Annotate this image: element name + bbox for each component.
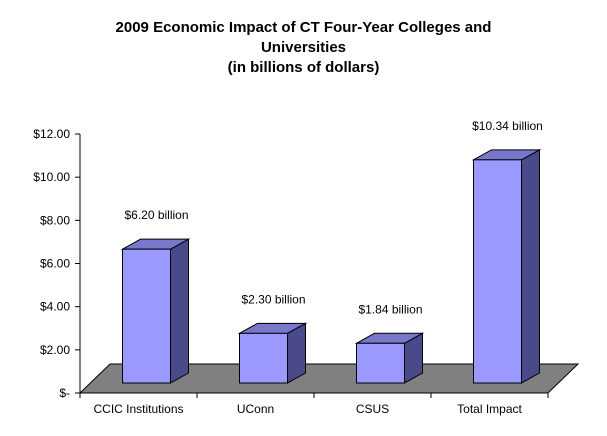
y-tick-label: $8.00: [40, 213, 70, 227]
x-tick-label: CSUS: [356, 402, 389, 416]
data-label: $10.34 billion: [472, 119, 543, 133]
chart-labels-group: $6.20 billion CCIC Institutions $2.30 bill…: [93, 119, 542, 416]
x-tick-label: Total Impact: [457, 402, 522, 416]
data-label: $1.84 billion: [358, 302, 422, 316]
bar-side: [170, 238, 189, 384]
chart-title: 2009 Economic Impact of CT Four-Year Col…: [0, 18, 607, 78]
bar-3d: [354, 332, 425, 384]
y-tick-label: $12.00: [33, 127, 70, 141]
chart-title-line-2: Universities: [260, 39, 347, 56]
y-tick-label: $-: [59, 386, 70, 400]
data-label: $2.30 billion: [241, 292, 305, 306]
chart-title-line-3: (in billions of dollars): [227, 59, 380, 76]
bar: [122, 248, 171, 384]
bar: [473, 159, 522, 384]
data-label: $6.20 billion: [124, 208, 188, 222]
chart-title-line-1: 2009 Economic Impact of CT Four-Year Col…: [115, 19, 492, 36]
chart-bars-group: [120, 148, 542, 384]
x-tick-label: CCIC Institutions: [93, 402, 183, 416]
y-tick-label: $2.00: [40, 343, 70, 357]
bar: [239, 332, 288, 384]
bar-3d: [471, 148, 542, 384]
y-tick-label: $4.00: [40, 300, 70, 314]
bar-side: [521, 148, 540, 384]
y-tick-label: $10.00: [33, 170, 70, 184]
bar-3d: [120, 238, 191, 384]
bar-3d: [237, 322, 308, 384]
x-tick-label: UConn: [237, 402, 274, 416]
y-tick-label: $6.00: [40, 257, 70, 271]
bar: [356, 342, 405, 384]
chart-axes-group: $- $2.00 $4.00 $6.00 $8.00 $10.00 $12.00: [33, 127, 549, 400]
